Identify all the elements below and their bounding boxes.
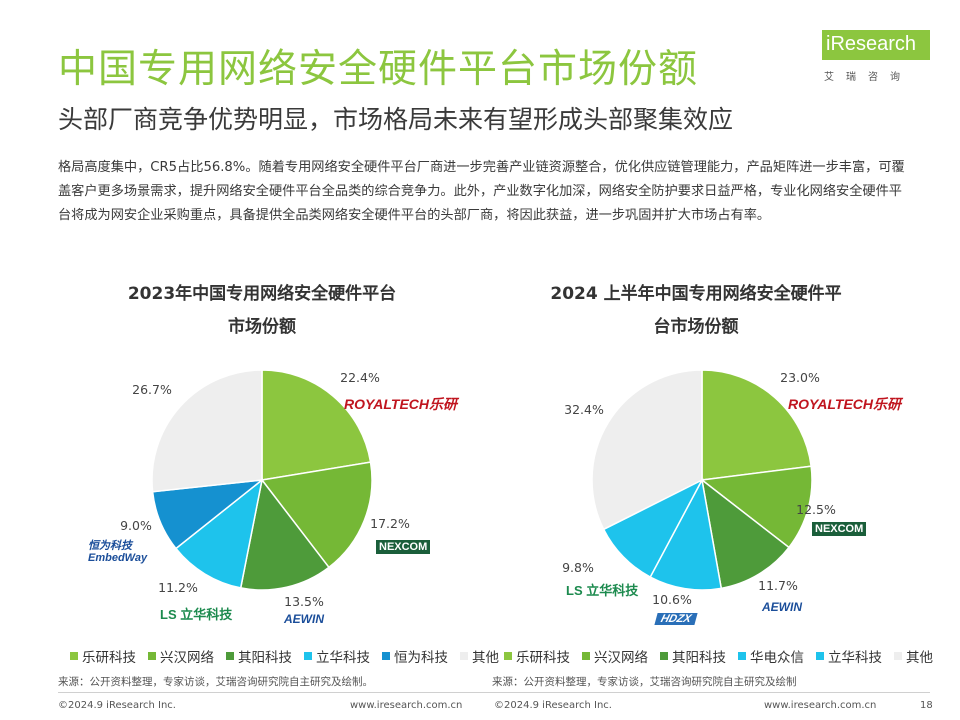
chart-title-2024h1-line2: 台市场份额 — [653, 317, 739, 337]
legend-label: 立华科技 — [316, 650, 370, 666]
pie-slice-其阳科技 — [700, 478, 790, 590]
chart-title-2023: 2023年中国专用网络安全硬件平台 市场份额 — [112, 278, 412, 344]
pie-slice-兴汉网络 — [260, 461, 373, 569]
legend-label: 乐研科技 — [82, 650, 136, 666]
chart-title-2024h1-line1: 2024 上半年中国专用网络安全硬件平 — [550, 284, 842, 304]
legend-item-恒为科技: 恒为科技 — [382, 646, 448, 666]
source-note-2023: 来源：公开资料整理，专家访谈，艾瑞咨询研究院自主研究及绘制。 — [58, 676, 373, 688]
slice-label-立华科技: 9.8% — [562, 560, 594, 575]
chart-title-2024h1: 2024 上半年中国专用网络安全硬件平 台市场份额 — [546, 278, 846, 344]
pie-slice-华电众信 — [649, 477, 723, 591]
brand-hdzx-2024: HDZX — [654, 613, 698, 625]
slice-label-恒为科技: 9.0% — [120, 518, 152, 533]
slice-label-其他: 26.7% — [132, 382, 172, 397]
legend-swatch — [148, 652, 156, 660]
slice-label-兴汉网络: 17.2% — [370, 516, 410, 531]
slice-label-其阳科技: 13.5% — [284, 594, 324, 609]
chart-title-2023-line2: 市场份额 — [228, 317, 296, 337]
pie-slice-立华科技 — [174, 478, 264, 589]
pie-slice-其阳科技 — [239, 478, 330, 591]
slice-label-华电众信: 10.6% — [652, 592, 692, 607]
legend-item-华电众信: 华电众信 — [738, 646, 804, 666]
legend-label: 华电众信 — [750, 650, 804, 666]
legend-swatch — [816, 652, 824, 660]
legend-item-其他: 其他 — [460, 646, 499, 666]
slice-label-兴汉网络: 12.5% — [796, 502, 836, 517]
source-note-2024h1: 来源：公开资料整理，专家访谈，艾瑞咨询研究院自主研究及绘制 — [492, 676, 797, 688]
legend-swatch — [304, 652, 312, 660]
legend-swatch — [582, 652, 590, 660]
legend-swatch — [70, 652, 78, 660]
legend-swatch — [504, 652, 512, 660]
chart-title-2023-line1: 2023年中国专用网络安全硬件平台 — [127, 284, 397, 304]
legend-label: 兴汉网络 — [594, 650, 648, 666]
legend-label: 恒为科技 — [394, 650, 448, 666]
brand-royaltech-2024: ROYALTECH乐研 — [788, 396, 902, 412]
footer-divider — [58, 692, 930, 693]
brand-nexcom-2023: NEXCOM — [376, 540, 431, 554]
brand-aewin-2024: AEWIN — [762, 600, 802, 614]
slice-label-立华科技: 11.2% — [158, 580, 198, 595]
footer-copyright-right: ©2024.9 iResearch Inc. — [494, 700, 612, 711]
logo-text: iResearch — [826, 33, 917, 55]
legend-item-立华科技: 立华科技 — [304, 646, 370, 666]
legend-2023: 乐研科技 兴汉网络 其阳科技 立华科技 恒为科技 其他 — [70, 646, 511, 666]
legend-label: 乐研科技 — [516, 650, 570, 666]
legend-item-兴汉网络: 兴汉网络 — [148, 646, 214, 666]
logo-subtext: 艾瑞咨询 — [824, 72, 912, 83]
legend-item-其阳科技: 其阳科技 — [660, 646, 726, 666]
summary-paragraph: 格局高度集中，CR5占比56.8%。随着专用网络安全硬件平台厂商进一步完善产业链… — [58, 160, 905, 223]
brand-lihua-2023: LS 立华科技 — [160, 607, 233, 622]
pie-slice-兴汉网络 — [700, 465, 813, 549]
legend-label: 其阳科技 — [238, 650, 292, 666]
logo-badge: iResearch — [822, 30, 930, 60]
brand-embedway-2023: 恒为科技 EmbedWay — [88, 540, 148, 564]
slice-label-乐研科技: 22.4% — [340, 370, 380, 385]
slice-label-其阳科技: 11.7% — [758, 578, 798, 593]
pie-slice-乐研科技 — [701, 369, 812, 481]
legend-item-立华科技: 立华科技 — [816, 646, 882, 666]
slice-label-其他: 32.4% — [564, 402, 604, 417]
legend-swatch — [226, 652, 234, 660]
legend-item-其他: 其他 — [894, 646, 933, 666]
legend-2024h1: 乐研科技 兴汉网络 其阳科技 华电众信 立华科技 其他 — [504, 646, 945, 666]
page-subtitle: 头部厂商竞争优势明显，市场格局未来有望形成头部聚集效应 — [58, 105, 734, 134]
iresearch-logo: iResearch 艾瑞咨询 — [822, 30, 930, 86]
pie-slice-其他 — [151, 369, 263, 493]
brand-lihua-2024: LS 立华科技 — [566, 583, 639, 598]
legend-swatch — [382, 652, 390, 660]
brand-royaltech-2023: ROYALTECH乐研 — [344, 396, 458, 412]
pie-slice-乐研科技 — [261, 369, 372, 481]
legend-swatch — [738, 652, 746, 660]
legend-label: 兴汉网络 — [160, 650, 214, 666]
legend-item-兴汉网络: 兴汉网络 — [582, 646, 648, 666]
footer-page-number: 18 — [920, 700, 933, 711]
legend-swatch — [460, 652, 468, 660]
page-title: 中国专用网络安全硬件平台市场份额 — [58, 47, 699, 92]
slice-label-乐研科技: 23.0% — [780, 370, 820, 385]
legend-item-其阳科技: 其阳科技 — [226, 646, 292, 666]
legend-label: 其他 — [472, 650, 499, 666]
legend-item-乐研科技: 乐研科技 — [70, 646, 136, 666]
footer-url-left: www.iresearch.com.cn — [350, 700, 463, 711]
legend-item-乐研科技: 乐研科技 — [504, 646, 570, 666]
footer-copyright-left: ©2024.9 iResearch Inc. — [58, 700, 176, 711]
brand-nexcom-2024: NEXCOM — [812, 522, 867, 536]
brand-aewin-2023: AEWIN — [284, 612, 324, 626]
footer-url-right: www.iresearch.com.cn — [764, 700, 877, 711]
legend-label: 立华科技 — [828, 650, 882, 666]
legend-label: 其他 — [906, 650, 933, 666]
legend-label: 其阳科技 — [672, 650, 726, 666]
pie-slice-其他 — [591, 369, 703, 531]
legend-swatch — [894, 652, 902, 660]
legend-swatch — [660, 652, 668, 660]
